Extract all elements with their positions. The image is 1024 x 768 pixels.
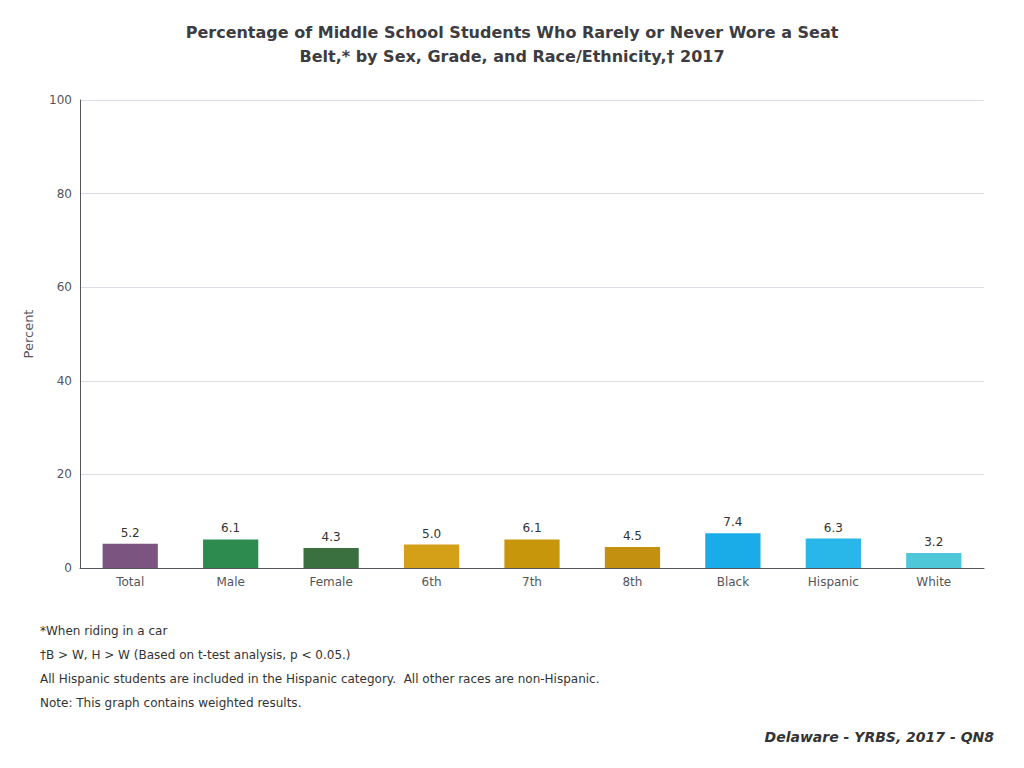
svg-text:Total: Total: [115, 575, 144, 589]
svg-text:4.3: 4.3: [322, 530, 341, 544]
svg-text:6.1: 6.1: [522, 521, 541, 535]
svg-text:*When riding in a car: *When riding in a car: [40, 624, 167, 638]
svg-text:5.0: 5.0: [422, 527, 441, 541]
svg-text:20: 20: [57, 467, 72, 481]
svg-text:6.3: 6.3: [824, 521, 843, 535]
svg-text:Percent: Percent: [21, 310, 36, 359]
svg-text:†B > W, H > W (Based on t-test: †B > W, H > W (Based on t-test analysis,…: [40, 648, 351, 662]
svg-text:All Hispanic students are incl: All Hispanic students are included in th…: [40, 672, 600, 686]
svg-text:40: 40: [57, 374, 72, 388]
svg-text:Black: Black: [717, 575, 750, 589]
svg-text:100: 100: [49, 93, 72, 107]
svg-text:Delaware - YRBS, 2017 - QN8: Delaware - YRBS, 2017 - QN8: [765, 729, 995, 745]
svg-text:Female: Female: [309, 575, 352, 589]
svg-text:0: 0: [64, 561, 72, 575]
svg-text:80: 80: [57, 187, 72, 201]
svg-text:6th: 6th: [422, 575, 442, 589]
svg-text:Male: Male: [216, 575, 244, 589]
svg-text:Hispanic: Hispanic: [808, 575, 859, 589]
svg-text:White: White: [916, 575, 951, 589]
svg-text:Note: This graph contains weig: Note: This graph contains weighted resul…: [40, 696, 301, 710]
svg-text:6.1: 6.1: [221, 521, 240, 535]
svg-text:3.2: 3.2: [924, 535, 943, 549]
svg-text:Percentage of Middle School St: Percentage of Middle School Students Who…: [186, 23, 839, 42]
svg-text:60: 60: [57, 280, 72, 294]
svg-text:5.2: 5.2: [121, 526, 140, 540]
svg-text:Belt,* by Sex, Grade, and Race: Belt,* by Sex, Grade, and Race/Ethnicity…: [299, 47, 724, 66]
svg-text:7.4: 7.4: [723, 515, 742, 529]
svg-text:7th: 7th: [522, 575, 542, 589]
svg-text:4.5: 4.5: [623, 529, 642, 543]
svg-text:8th: 8th: [622, 575, 642, 589]
